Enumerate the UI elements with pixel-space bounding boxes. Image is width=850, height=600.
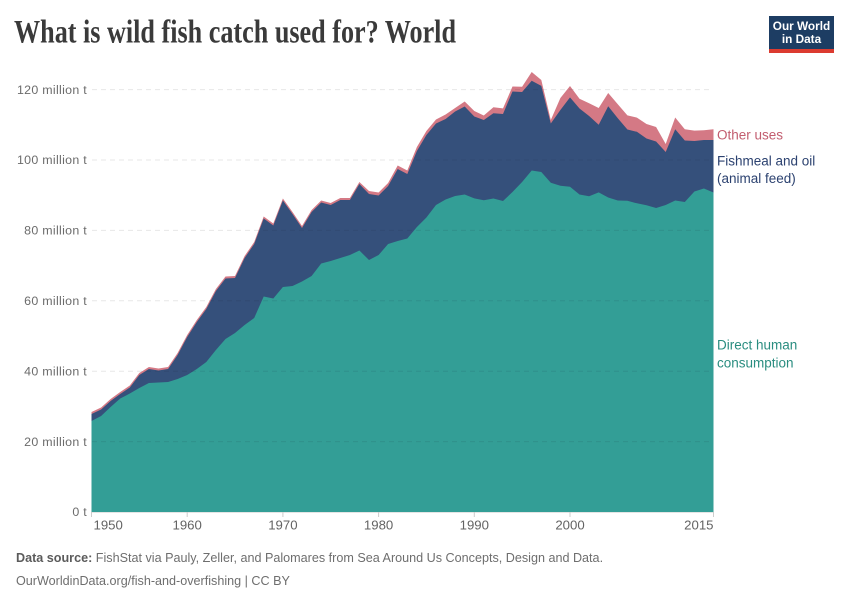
svg-text:1960: 1960 [173, 518, 202, 533]
svg-text:(animal feed): (animal feed) [717, 171, 796, 186]
svg-text:1950: 1950 [94, 518, 123, 533]
svg-text:Fishmeal and oil: Fishmeal and oil [717, 154, 815, 169]
svg-text:20 million t: 20 million t [24, 435, 87, 449]
svg-text:What is wild fish catch used f: What is wild fish catch used for? World [14, 15, 456, 51]
svg-text:40 million t: 40 million t [24, 364, 87, 378]
svg-text:1990: 1990 [460, 518, 489, 533]
svg-text:80 million t: 80 million t [24, 224, 87, 238]
svg-text:100 million t: 100 million t [17, 153, 87, 167]
svg-text:0 t: 0 t [72, 505, 87, 519]
svg-text:1970: 1970 [268, 518, 297, 533]
svg-text:120 million t: 120 million t [17, 83, 87, 97]
svg-text:Other uses: Other uses [717, 128, 783, 143]
svg-text:60 million t: 60 million t [24, 294, 87, 308]
svg-text:2015: 2015 [684, 518, 713, 533]
svg-text:2000: 2000 [555, 518, 584, 533]
svg-text:1980: 1980 [364, 518, 393, 533]
svg-text:consumption: consumption [717, 356, 794, 371]
svg-text:Direct human: Direct human [717, 338, 797, 353]
